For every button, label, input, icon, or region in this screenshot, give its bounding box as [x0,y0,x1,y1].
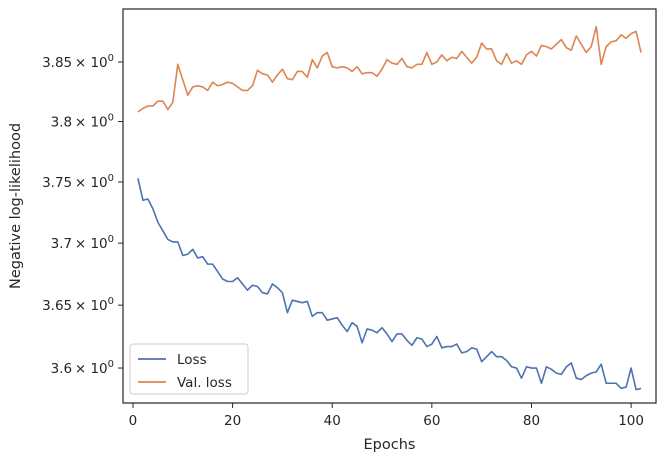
x-axis: 0 20 40 60 80 100 [129,403,644,429]
y-tick-label: 3.85 × 100 [42,53,114,71]
x-tick-label: 0 [129,413,138,429]
y-tick-label: 3.75 × 100 [42,173,114,191]
x-tick-label: 100 [618,413,644,429]
y-tick-label: 3.65 × 100 [42,296,114,314]
x-tick-label: 20 [224,413,241,429]
y-tick-label: 3.7 × 100 [51,234,114,252]
series-line-val-loss [137,25,642,113]
plot-area [137,25,642,391]
axes-frame [122,8,657,404]
y-tick-label: 3.6 × 100 [51,359,114,377]
y-axis-label: Negative log-likelihood [8,123,24,289]
x-tick-label: 40 [324,413,341,429]
x-axis-label: Epochs [364,437,416,453]
legend-label: Loss [177,352,207,368]
series-line-loss [137,178,642,391]
y-axis: 3.6 × 100 3.65 × 100 3.7 × 100 3.75 × 100 3.… [42,53,123,377]
x-tick-label: 60 [423,413,440,429]
legend: Loss Val. loss [129,343,249,395]
legend-label: Val. loss [177,375,232,391]
x-tick-label: 80 [523,413,540,429]
y-tick-label: 3.8 × 100 [51,113,114,131]
